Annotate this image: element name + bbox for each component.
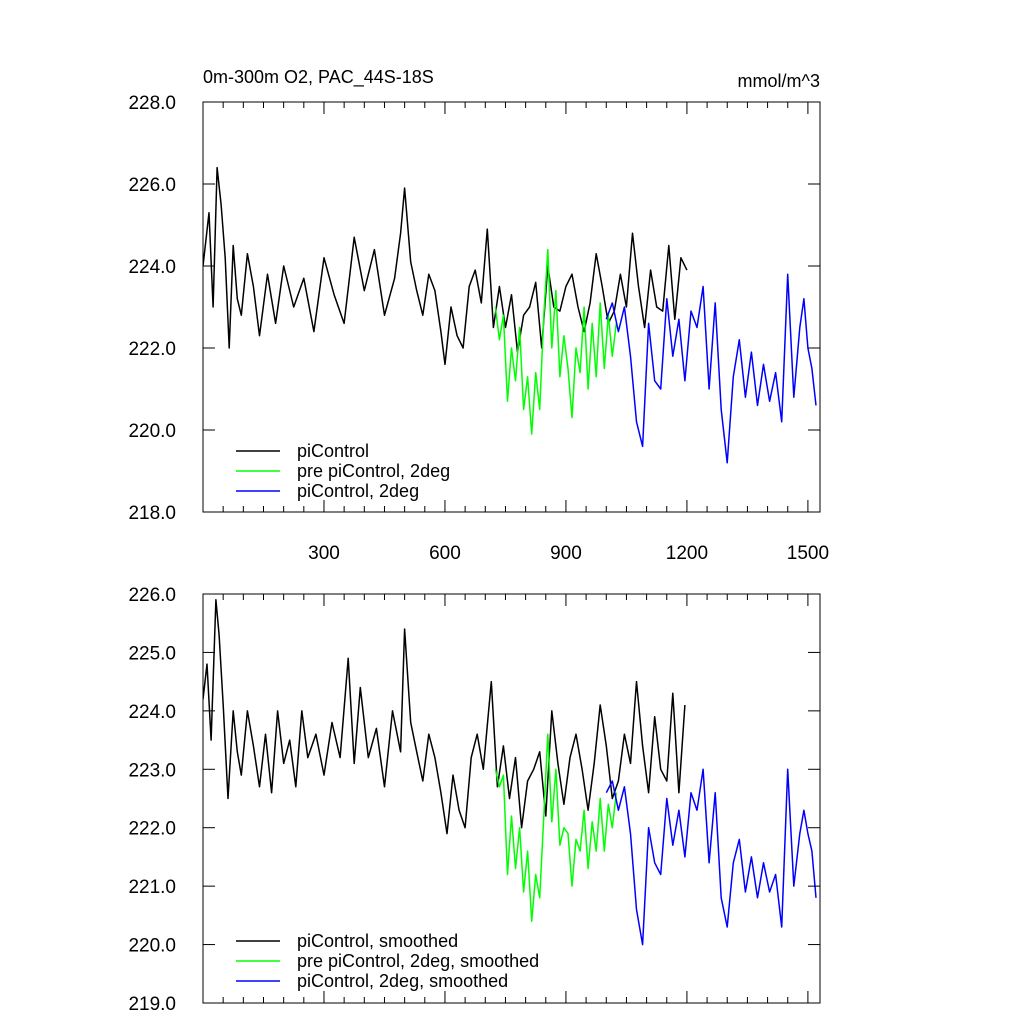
top-units-label: mmol/m^3 — [738, 71, 820, 91]
series-line-1 — [494, 733, 618, 922]
series-line-0 — [203, 599, 686, 835]
x-tick-label: 900 — [550, 543, 582, 564]
bottom-plot-frame — [202, 593, 821, 1004]
top-y-tick-labels: 218.0 220.0 222.0 224.0 226.0 228.0 — [128, 93, 176, 524]
y-tick-label: 219.0 — [128, 994, 176, 1015]
legend-label-1: pre piControl, 2deg — [297, 461, 450, 481]
y-tick-label: 218.0 — [128, 503, 176, 524]
y-tick-label: 224.0 — [128, 257, 176, 278]
y-tick-label: 221.0 — [128, 877, 176, 898]
top-plot-frame — [202, 101, 821, 513]
top-panel: 300 600 900 1200 1500 218.0 220.0 222.0 224.0 22… — [128, 67, 829, 564]
y-tick-label: 222.0 — [128, 339, 176, 360]
y-tick-label: 220.0 — [128, 421, 176, 442]
x-tick-label: 1500 — [787, 543, 829, 564]
series-line-2 — [605, 273, 817, 464]
y-tick-label: 222.0 — [128, 819, 176, 840]
top-series-layer — [203, 166, 817, 464]
y-tick-label: 220.0 — [128, 936, 176, 957]
legend-label-0: piControl — [297, 441, 369, 461]
y-tick-label: 224.0 — [128, 702, 176, 723]
top-ticks — [203, 101, 820, 513]
bottom-ticks — [203, 593, 820, 1004]
y-tick-label: 228.0 — [128, 93, 176, 114]
legend-label-0: piControl, smoothed — [297, 931, 458, 951]
y-tick-label: 225.0 — [128, 643, 176, 664]
series-line-1 — [494, 248, 618, 435]
top-chart-title: 0m-300m O2, PAC_44S-18S — [203, 67, 434, 88]
bottom-panel: 219.0 220.0 221.0 222.0 223.0 224.0 225.0 226.0… — [128, 585, 821, 1015]
series-line-0 — [203, 166, 688, 366]
series-line-2 — [605, 768, 817, 946]
y-tick-label: 226.0 — [128, 585, 176, 606]
y-tick-label: 226.0 — [128, 175, 176, 196]
legend-label-2: piControl, 2deg, smoothed — [297, 971, 508, 991]
top-x-tick-labels: 300 600 900 1200 1500 — [308, 543, 829, 564]
x-tick-label: 1200 — [666, 543, 708, 564]
legend-label-2: piControl, 2deg — [297, 481, 419, 501]
legend-label-1: pre piControl, 2deg, smoothed — [297, 951, 539, 971]
y-tick-label: 223.0 — [128, 760, 176, 781]
bottom-y-tick-labels: 219.0 220.0 221.0 222.0 223.0 224.0 225.0 226.0 — [128, 585, 176, 1015]
x-tick-label: 300 — [308, 543, 340, 564]
bottom-series-layer — [203, 599, 817, 946]
x-tick-label: 600 — [429, 543, 461, 564]
